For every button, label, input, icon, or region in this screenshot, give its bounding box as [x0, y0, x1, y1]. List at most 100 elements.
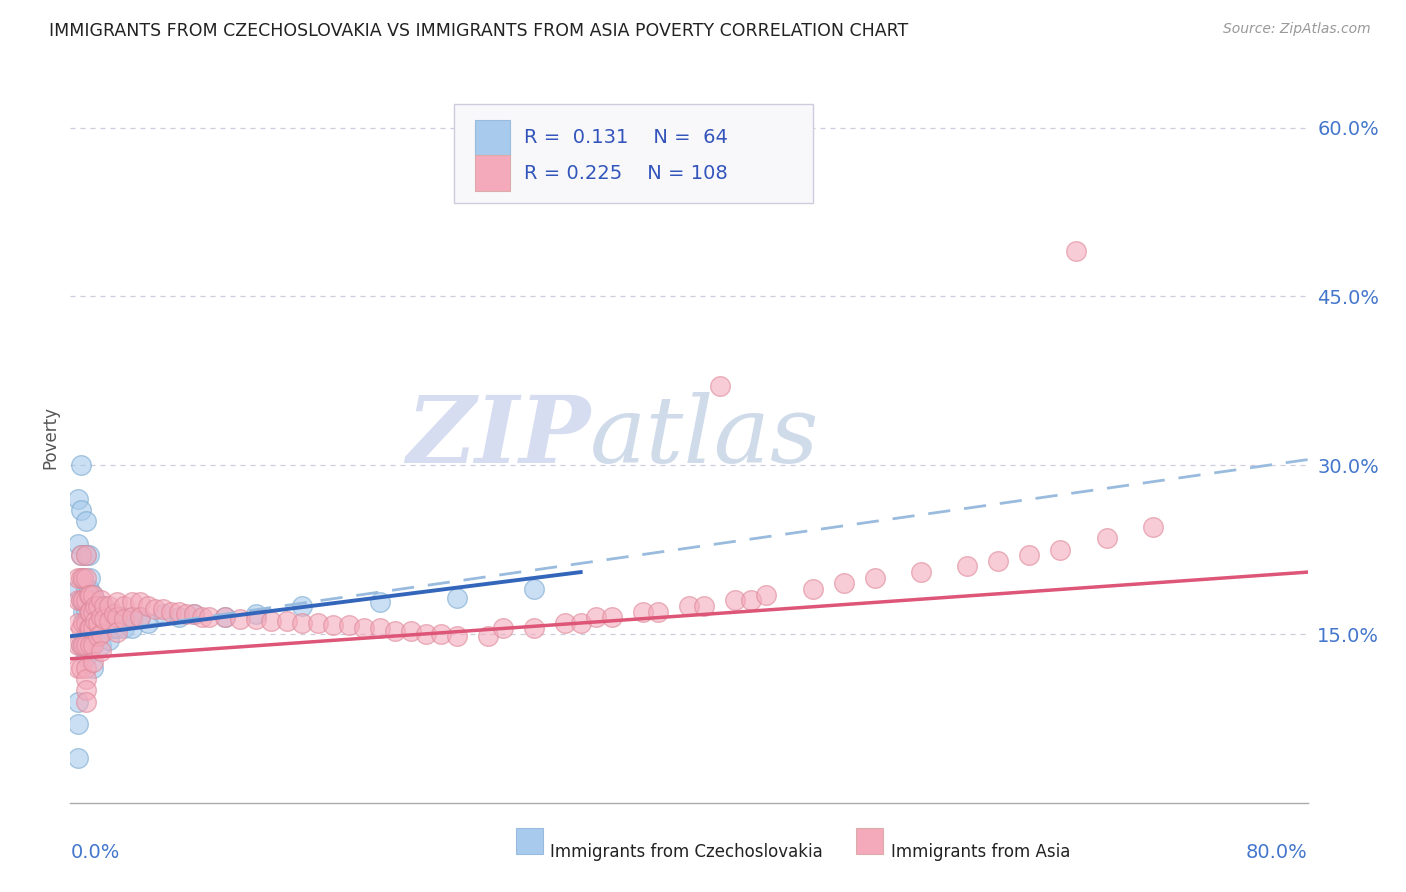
- Point: [75, 548, 97, 562]
- Point: [152, 602, 174, 616]
- Point: [446, 629, 468, 643]
- Point: [585, 610, 607, 624]
- Point: [90, 638, 112, 652]
- Point: [67, 751, 90, 765]
- FancyBboxPatch shape: [475, 155, 509, 191]
- Point: [72, 605, 94, 619]
- Point: [87, 621, 110, 635]
- Point: [152, 607, 174, 621]
- Point: [430, 627, 453, 641]
- Point: [121, 610, 143, 624]
- Text: 80.0%: 80.0%: [1246, 843, 1308, 862]
- Point: [67, 593, 90, 607]
- Point: [70, 548, 93, 562]
- Point: [67, 638, 90, 652]
- Point: [678, 599, 700, 613]
- Point: [79, 605, 101, 619]
- Point: [79, 593, 101, 607]
- Point: [291, 599, 314, 613]
- Point: [114, 612, 135, 626]
- Point: [75, 683, 97, 698]
- Point: [129, 610, 152, 624]
- Point: [353, 621, 375, 635]
- Point: [183, 607, 205, 621]
- Point: [105, 621, 128, 635]
- Point: [214, 610, 236, 624]
- Point: [77, 582, 100, 596]
- Point: [87, 599, 110, 613]
- Point: [523, 621, 546, 635]
- Point: [67, 661, 90, 675]
- Point: [114, 599, 135, 613]
- Point: [77, 615, 100, 630]
- Point: [910, 565, 932, 579]
- Point: [72, 571, 94, 585]
- Point: [337, 618, 360, 632]
- Point: [600, 610, 623, 624]
- Point: [90, 627, 112, 641]
- Point: [90, 599, 112, 613]
- Point: [72, 571, 94, 585]
- Point: [554, 615, 576, 630]
- Point: [75, 649, 97, 664]
- Point: [1049, 542, 1071, 557]
- Point: [1142, 520, 1164, 534]
- Point: [693, 599, 716, 613]
- Point: [183, 607, 205, 621]
- Point: [70, 621, 93, 635]
- Point: [67, 694, 90, 708]
- Point: [70, 593, 93, 607]
- Point: [82, 638, 105, 652]
- Point: [84, 627, 107, 641]
- Point: [79, 571, 101, 585]
- Point: [260, 614, 283, 628]
- Point: [72, 638, 94, 652]
- Point: [291, 615, 314, 630]
- Point: [129, 595, 152, 609]
- Point: [121, 621, 143, 635]
- Point: [569, 615, 592, 630]
- Point: [105, 610, 128, 624]
- Text: atlas: atlas: [591, 392, 820, 482]
- Point: [67, 582, 90, 596]
- Point: [75, 582, 97, 596]
- Point: [67, 571, 90, 585]
- Point: [174, 607, 197, 621]
- Point: [103, 621, 125, 635]
- Point: [114, 610, 135, 624]
- Point: [114, 621, 135, 635]
- Point: [160, 605, 183, 619]
- Point: [229, 612, 252, 626]
- Point: [801, 582, 824, 596]
- Point: [77, 588, 100, 602]
- Point: [84, 614, 107, 628]
- Point: [93, 599, 115, 613]
- Point: [82, 621, 105, 635]
- Y-axis label: Poverty: Poverty: [41, 406, 59, 468]
- Point: [75, 515, 97, 529]
- Point: [77, 548, 100, 562]
- Point: [1064, 244, 1087, 259]
- Point: [77, 605, 100, 619]
- Point: [863, 571, 886, 585]
- Point: [987, 554, 1010, 568]
- Point: [98, 632, 120, 647]
- Point: [79, 638, 101, 652]
- Point: [75, 571, 97, 585]
- Point: [724, 593, 747, 607]
- Point: [647, 605, 669, 619]
- Point: [75, 627, 97, 641]
- Point: [90, 610, 112, 624]
- Point: [167, 610, 190, 624]
- Point: [492, 621, 515, 635]
- Point: [70, 548, 93, 562]
- Point: [77, 621, 100, 635]
- Point: [245, 612, 267, 626]
- Point: [75, 593, 97, 607]
- Point: [82, 621, 105, 635]
- Point: [121, 595, 143, 609]
- Point: [87, 605, 110, 619]
- Point: [79, 615, 101, 630]
- Point: [98, 599, 120, 613]
- Text: IMMIGRANTS FROM CZECHOSLOVAKIA VS IMMIGRANTS FROM ASIA POVERTY CORRELATION CHART: IMMIGRANTS FROM CZECHOSLOVAKIA VS IMMIGR…: [49, 22, 908, 40]
